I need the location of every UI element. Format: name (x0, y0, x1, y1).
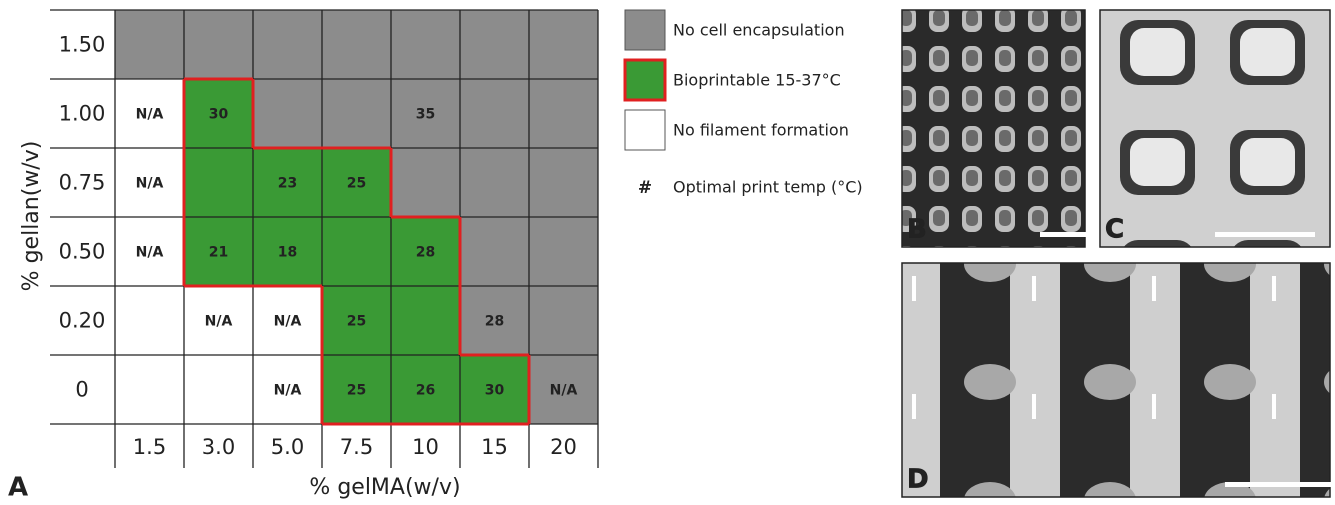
cell (322, 10, 391, 79)
cell (391, 10, 460, 79)
column-label: 5.0 (271, 435, 304, 459)
figure: 1.501.00N/A30350.75N/A23250.50N/A2118280… (0, 0, 1335, 501)
scale-bar (1225, 482, 1335, 487)
x-axis-title: % gelMA(w/v) (309, 475, 460, 500)
column-label: 3.0 (202, 435, 235, 459)
cell-value: 25 (347, 383, 366, 399)
cell (529, 148, 598, 217)
row-label: 0.20 (59, 309, 106, 333)
cell-value: 35 (416, 107, 435, 123)
cell (391, 286, 460, 355)
micrograph (902, 263, 1330, 497)
cell-value: N/A (550, 383, 578, 399)
cell (184, 148, 253, 217)
scale-bar (1215, 232, 1315, 237)
cell-value: 30 (485, 383, 505, 399)
legend-text: No cell encapsulation (673, 21, 845, 40)
column-label: 20 (550, 435, 577, 459)
cell (529, 10, 598, 79)
cell-value: N/A (136, 245, 164, 261)
image-label: B (907, 215, 927, 245)
y-axis-title: % gellan(w/v) (19, 141, 44, 292)
cell (184, 355, 253, 424)
legend: No cell encapsulation Bioprintable 15-37°… (625, 10, 863, 198)
cell (115, 286, 184, 355)
cell (391, 148, 460, 217)
cell-value: 25 (347, 176, 366, 192)
cell (253, 10, 322, 79)
cell (460, 10, 529, 79)
cell-value: N/A (136, 176, 164, 192)
cell-value: 28 (485, 314, 504, 330)
legend-text: Bioprintable 15-37°C (673, 71, 841, 90)
micrograph (1100, 10, 1330, 247)
legend-swatch (625, 110, 665, 150)
cell (529, 79, 598, 148)
legend-symbol: # (638, 178, 652, 198)
cell (322, 217, 391, 286)
cell (322, 79, 391, 148)
micrograph (902, 10, 1085, 247)
image-label: D (907, 465, 929, 495)
cell-value: N/A (136, 107, 164, 123)
cell (115, 10, 184, 79)
cell-value: N/A (205, 314, 233, 330)
cell (460, 79, 529, 148)
panel-label: A (8, 473, 28, 502)
row-label: 0.75 (59, 171, 106, 195)
cell-value: 23 (278, 176, 297, 192)
cell-value: 18 (278, 245, 297, 261)
cell-value: 28 (416, 245, 435, 261)
column-label: 7.5 (340, 435, 373, 459)
column-label: 10 (412, 435, 439, 459)
cell-value: 26 (416, 383, 435, 399)
legend-text: No filament formation (673, 121, 849, 140)
legend-text: Optimal print temp (°C) (673, 178, 863, 197)
column-label: 15 (481, 435, 508, 459)
row-label: 1.00 (59, 102, 106, 126)
row-label: 0.50 (59, 240, 106, 264)
cell (529, 286, 598, 355)
cell-value: N/A (274, 383, 302, 399)
image-label: C (1105, 215, 1124, 245)
legend-swatch (625, 60, 665, 100)
micrographs: B C D (902, 10, 1335, 497)
cell-value: 30 (209, 107, 229, 123)
cell (253, 79, 322, 148)
cell-value: N/A (274, 314, 302, 330)
row-label: 0 (75, 378, 88, 402)
cell (184, 10, 253, 79)
cell (115, 355, 184, 424)
legend-swatch (625, 10, 665, 50)
cell (460, 148, 529, 217)
cell (460, 217, 529, 286)
cell-value: 21 (209, 245, 228, 261)
column-label: 1.5 (133, 435, 166, 459)
cell (529, 217, 598, 286)
row-label: 1.50 (59, 33, 106, 57)
cell-value: 25 (347, 314, 366, 330)
